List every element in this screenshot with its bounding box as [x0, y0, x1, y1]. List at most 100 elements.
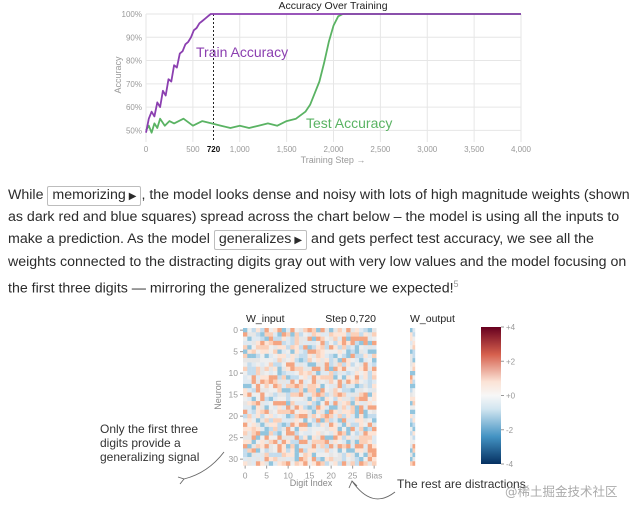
weight-cell: [367, 379, 373, 385]
weight-cell: [286, 426, 291, 432]
weight-cell: [247, 431, 252, 436]
weight-cell: [281, 439, 287, 445]
weight-cell: [298, 439, 304, 445]
weight-cell: [277, 405, 282, 410]
weight-cell: [311, 431, 317, 436]
x-tick-label: 15: [305, 471, 315, 481]
weight-cell: [247, 444, 252, 449]
weight-cell: [363, 362, 368, 367]
weight-cell: [363, 379, 368, 385]
weight-cell: [251, 461, 257, 466]
weight-cell: [255, 418, 261, 423]
weight-cell: [307, 422, 312, 428]
generalizes-button[interactable]: generalizes ▶: [213, 230, 308, 251]
weight-cell: [346, 461, 351, 466]
x-tick-label: Bias: [366, 471, 383, 481]
memorizing-button-label: memorizing: [52, 187, 126, 203]
weight-cell: [264, 388, 269, 393]
weight-cell: [264, 461, 269, 466]
weight-cell: [329, 457, 334, 462]
w-output-title: W_output: [410, 313, 455, 325]
weight-cell: [264, 366, 269, 372]
weight-cell: [255, 349, 261, 354]
footnote-marker[interactable]: 5: [453, 278, 459, 289]
weight-cell: [294, 379, 300, 385]
weight-cell: [363, 328, 368, 333]
weight-cell: [311, 375, 317, 380]
weight-cell: [264, 349, 269, 354]
weight-cell: [363, 383, 368, 389]
weight-cell: [298, 435, 304, 440]
weight-cell: [333, 414, 338, 419]
weight-cell: [307, 401, 312, 406]
step-label: Step 0,720: [325, 313, 376, 325]
weight-cell: [268, 448, 274, 453]
weight-cell: [255, 328, 261, 333]
heatmap-y-axis-label: Neuron: [213, 380, 223, 410]
weight-cell: [255, 371, 261, 376]
weight-cell: [281, 392, 287, 397]
weight-cell: [341, 336, 347, 342]
w-output-heatmap[interactable]: [410, 328, 416, 466]
weight-cell: [316, 328, 321, 333]
weight-cell: [329, 461, 334, 466]
weight-cell: [333, 396, 338, 402]
weight-cell: [294, 452, 300, 458]
weight-cell: [268, 336, 274, 342]
weight-cell: [341, 358, 347, 363]
weight-cell: [260, 358, 265, 363]
weight-cell: [290, 328, 295, 333]
weight-cell: [243, 328, 248, 333]
weight-cell: [316, 414, 321, 419]
weight-cell: [307, 328, 312, 333]
weight-cell: [350, 379, 355, 385]
weight-cell: [255, 439, 261, 445]
weight-cell: [320, 371, 325, 376]
x-tick-label-current: 720: [207, 145, 221, 154]
weight-cell: [316, 409, 321, 415]
x-tick-label: 10: [283, 471, 293, 481]
weight-cell: [359, 388, 364, 393]
memorizing-button[interactable]: memorizing ▶: [47, 186, 142, 206]
weight-cell: [363, 371, 368, 376]
weight-cell: [286, 405, 291, 410]
weight-cell: [277, 388, 282, 393]
colorbar: [481, 327, 501, 464]
weight-cell: [294, 375, 300, 380]
weight-cell: [346, 392, 351, 397]
output-weight-cell: [410, 405, 413, 410]
weight-cell: [243, 439, 248, 445]
weight-cell: [273, 383, 278, 389]
weight-cell: [329, 448, 334, 453]
output-weight-cell: [412, 388, 416, 393]
weight-cell: [298, 401, 304, 406]
x-tick-label: 3,000: [417, 145, 438, 154]
output-weight-cell: [410, 426, 413, 432]
weight-cell: [367, 414, 373, 419]
output-weight-cell: [410, 431, 413, 436]
weight-cell: [363, 401, 368, 406]
weight-cell: [316, 422, 321, 428]
w-input-heatmap[interactable]: [243, 328, 377, 466]
weight-cell: [268, 439, 274, 445]
weight-cell: [268, 362, 274, 367]
weight-cell: [372, 358, 377, 363]
weight-cell: [372, 422, 377, 428]
weight-cell: [298, 457, 304, 462]
y-tick-label: 5: [233, 347, 238, 357]
weight-cell: [303, 362, 308, 367]
weight-cell: [350, 328, 355, 333]
weight-cell: [354, 414, 360, 419]
weight-cell: [316, 353, 321, 359]
weight-cell: [372, 328, 377, 333]
weight-cell: [298, 366, 304, 372]
weight-cell: [251, 431, 257, 436]
weight-cell: [372, 345, 377, 350]
series-label-test: Test Accuracy: [306, 115, 392, 131]
weight-cell: [307, 405, 312, 410]
weight-cell: [354, 345, 360, 350]
weight-cell: [260, 401, 265, 406]
weight-cell: [273, 362, 278, 367]
weight-cell: [273, 358, 278, 363]
weight-cell: [324, 349, 330, 354]
